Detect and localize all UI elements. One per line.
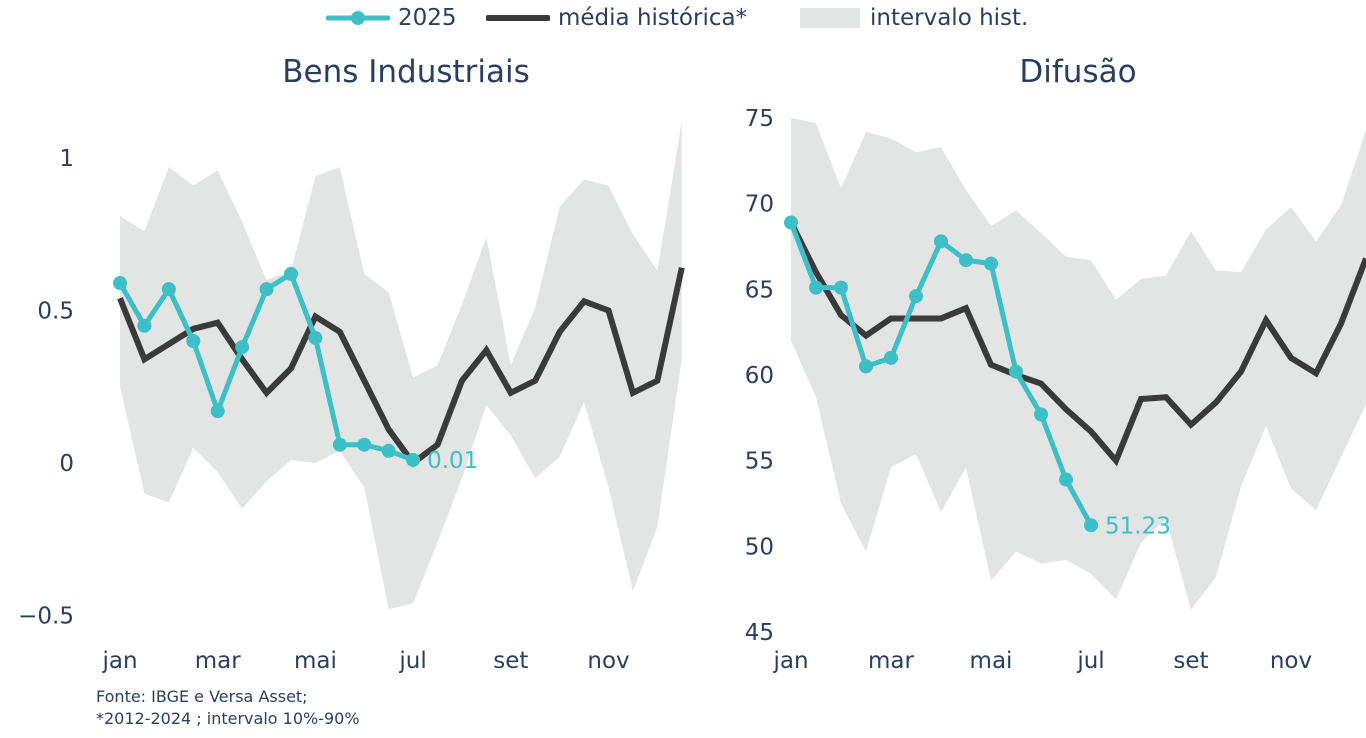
legend-swatch-intervalo-hist — [798, 2, 862, 34]
x-tick-label: nov — [1270, 648, 1312, 674]
x-tick-label: jan — [101, 648, 137, 674]
series-point-2025 — [984, 256, 998, 271]
series-point-2025 — [1009, 364, 1023, 379]
y-tick-label: 1 — [59, 146, 74, 172]
legend: 2025 média histórica* intervalo hist. — [0, 0, 1366, 36]
footnote: Fonte: IBGE e Versa Asset; *2012-2024 ; … — [96, 686, 360, 730]
footnote-source: Fonte: IBGE e Versa Asset; — [96, 687, 308, 706]
x-tick-label: mar — [868, 648, 914, 674]
series-point-2025 — [859, 359, 873, 374]
x-tick-label: jul — [398, 648, 426, 674]
x-tick-label: mar — [195, 648, 241, 674]
series-point-2025 — [186, 334, 201, 348]
x-tick-label: nov — [587, 648, 629, 674]
series-point-2025 — [210, 404, 225, 419]
series-point-2025 — [1084, 518, 1098, 533]
end-value-label: 0.01 — [427, 448, 478, 474]
y-tick-label: 75 — [745, 106, 774, 132]
series-point-2025 — [235, 340, 250, 355]
series-point-2025 — [959, 253, 973, 268]
y-tick-label: −0.5 — [18, 604, 74, 630]
series-point-2025 — [332, 437, 347, 452]
chart-difusao: Difusão 45 50 55 60 65 70 75 jan mar mai jul set nov 5… — [745, 54, 1366, 674]
legend-label-media-historica: média histórica* — [558, 5, 748, 31]
band-area — [120, 121, 682, 610]
series-point-2025 — [406, 452, 421, 467]
line-marker-icon — [325, 11, 391, 25]
series-point-2025 — [113, 276, 127, 291]
x-tick-label: jul — [1076, 648, 1104, 674]
series-point-2025 — [834, 280, 848, 295]
legend-label-intervalo-hist: intervalo hist. — [870, 5, 1029, 31]
series-point-2025 — [308, 330, 323, 345]
series-point-2025 — [283, 266, 298, 281]
series-point-2025 — [809, 280, 823, 295]
line-icon — [485, 15, 551, 21]
y-tick-label: 70 — [745, 192, 774, 218]
legend-item-2025[interactable]: 2025 — [325, 2, 457, 34]
series-point-2025 — [934, 234, 948, 249]
y-tick-label: 45 — [745, 620, 774, 646]
y-tick-label: 0 — [59, 451, 74, 477]
y-tick-label: 60 — [745, 363, 774, 389]
series-point-2025 — [161, 282, 176, 297]
y-tick-label: 55 — [745, 449, 774, 475]
series-point-2025 — [784, 215, 798, 230]
chart-bens-industriais: Bens Industriais −0.5 0 0.5 1 jan mar mai jul set… — [18, 54, 685, 674]
x-tick-label: set — [1173, 648, 1208, 674]
y-tick-label: 65 — [745, 277, 774, 303]
series-point-2025 — [259, 282, 274, 297]
footnote-period: *2012-2024 ; intervalo 10%-90% — [96, 709, 360, 728]
x-tick-label: mai — [970, 648, 1013, 674]
legend-item-media-historica[interactable]: média histórica* — [485, 2, 748, 34]
end-value-label: 51.23 — [1105, 513, 1171, 539]
y-tick-label: 50 — [745, 534, 774, 560]
legend-item-intervalo-hist[interactable]: intervalo hist. — [798, 2, 1028, 34]
chart-title: Bens Industriais — [282, 54, 530, 90]
series-point-2025 — [1059, 472, 1073, 487]
x-tick-label: mai — [294, 648, 337, 674]
series-point-2025 — [884, 350, 898, 365]
x-tick-label: jan — [772, 648, 808, 674]
y-tick-label: 0.5 — [37, 299, 74, 325]
series-line-m-dia-hist-rica — [117, 267, 685, 468]
legend-label-2025: 2025 — [398, 5, 457, 31]
series-point-2025 — [381, 443, 396, 458]
series-point-2025 — [137, 318, 152, 333]
legend-swatch-media-historica — [485, 2, 551, 34]
series-point-2025 — [909, 289, 923, 304]
series-point-2025 — [1034, 407, 1048, 422]
series-line-m-dia-hist-rica — [788, 221, 1366, 467]
band-icon — [800, 8, 860, 28]
chart-title: Difusão — [1019, 54, 1136, 90]
x-tick-label: set — [493, 648, 528, 674]
legend-swatch-2025 — [325, 2, 391, 34]
series-point-2025 — [357, 437, 372, 452]
